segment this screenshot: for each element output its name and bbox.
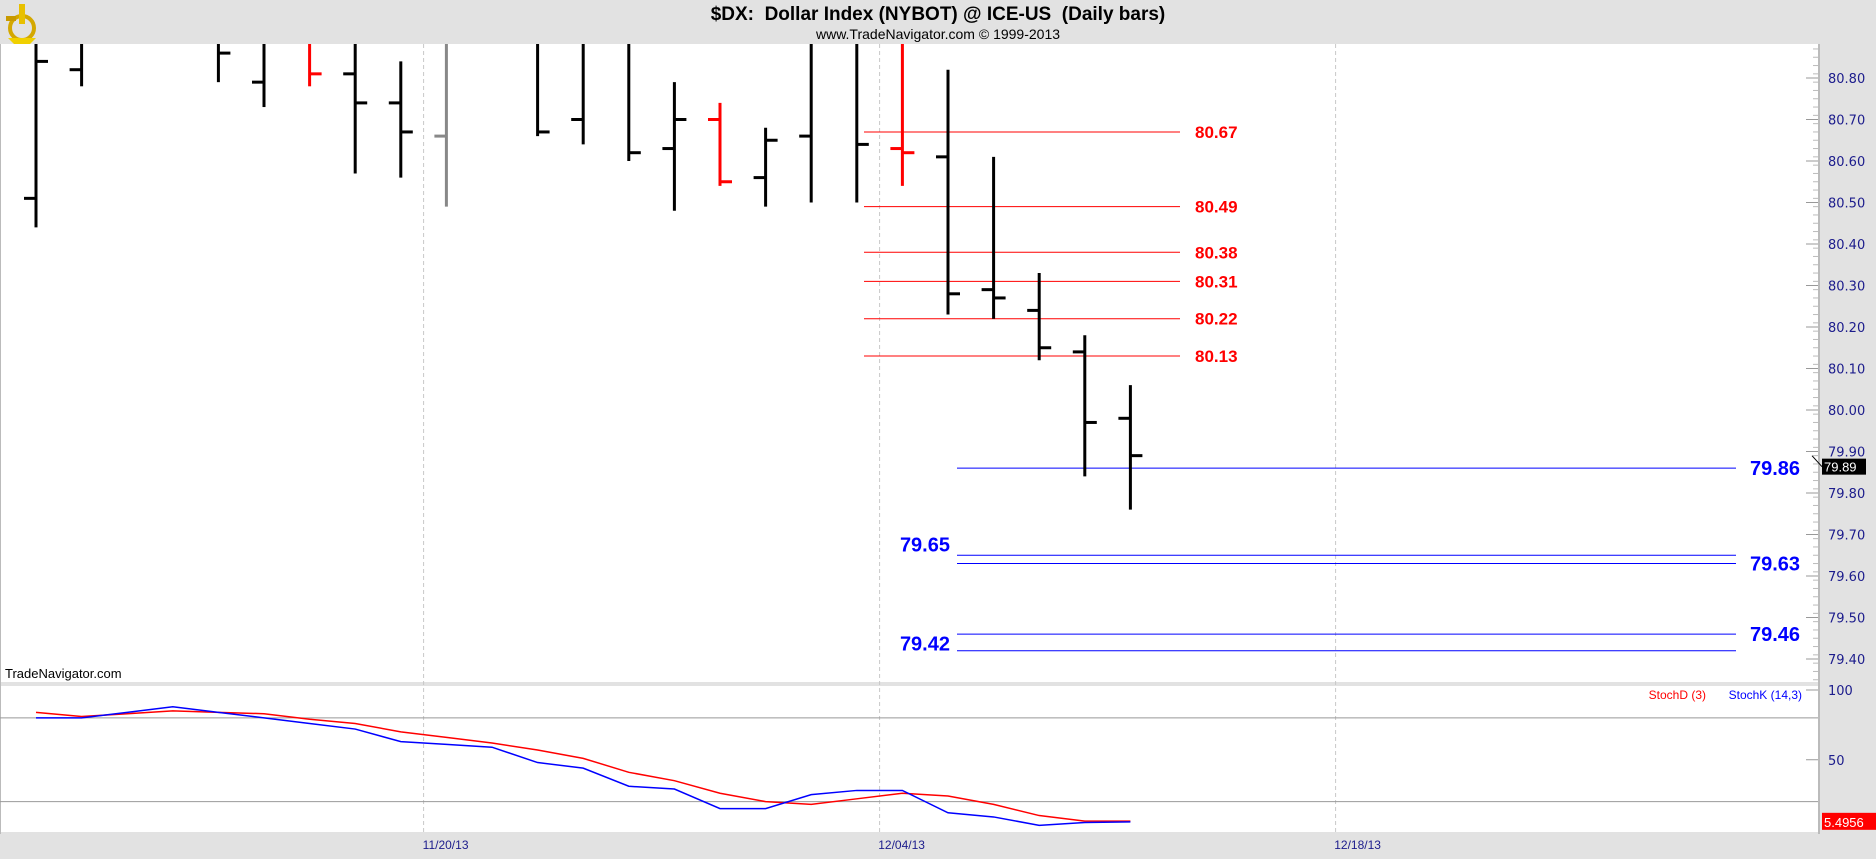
price-tick-label: 80.40 — [1828, 238, 1865, 253]
blue-level-label: 79.46 — [1750, 624, 1800, 646]
stochastic-panel: 100 50 5.4956 — [0, 684, 1876, 830]
chart-subtitle: www.TradeNavigator.com © 1999-2013 — [815, 26, 1060, 42]
red-level-label: 80.31 — [1195, 272, 1238, 291]
red-level-label: 80.38 — [1195, 243, 1238, 262]
stoch-last-value-box — [1822, 812, 1876, 830]
blue-level-label: 79.86 — [1750, 458, 1800, 480]
red-level-label: 80.67 — [1195, 123, 1238, 142]
price-plot-area — [0, 44, 1818, 682]
blue-level-label: 79.63 — [1750, 554, 1800, 576]
price-tick-label: 79.50 — [1828, 612, 1865, 627]
legend-stochk: StochK (14,3) — [1729, 688, 1802, 702]
date-gridlines — [423, 44, 1337, 832]
price-tick-label: 80.10 — [1828, 363, 1865, 378]
price-tick-label: 79.90 — [1828, 446, 1865, 461]
date-tick-label: 12/18/13 — [1334, 838, 1381, 852]
legend-stochd: StochD (3) — [1649, 688, 1706, 702]
red-level-label: 80.13 — [1195, 347, 1238, 366]
stochastic-plot-area — [0, 686, 1818, 832]
red-level-label: 80.49 — [1195, 198, 1238, 217]
red-level-label: 80.22 — [1195, 310, 1238, 329]
price-tick-label: 80.80 — [1828, 72, 1865, 87]
last-price-label: 79.89 — [1824, 460, 1857, 475]
stoch-last-value-label: 5.4956 — [1824, 815, 1864, 830]
price-tick-label: 79.60 — [1828, 570, 1865, 585]
last-price-pointer — [1811, 455, 1823, 467]
price-levels: 80.67 80.49 80.38 80.31 80.22 80.13 79.86 79.65… — [864, 123, 1800, 656]
chart-title: $DX: Dollar Index (NYBOT) @ ICE-US (Dail… — [711, 4, 1166, 25]
price-tick-label: 80.00 — [1828, 404, 1865, 419]
stoch-tick-label: 100 — [1828, 684, 1853, 699]
price-tick-label: 80.70 — [1828, 114, 1865, 129]
price-tick-label: 79.40 — [1828, 653, 1865, 668]
title-bar — [0, 0, 1876, 44]
date-tick-label: 12/04/13 — [878, 838, 925, 852]
last-price-box — [1822, 458, 1866, 475]
price-tick-label: 80.50 — [1828, 197, 1865, 212]
date-tick-label: 11/20/13 — [423, 838, 469, 852]
watermark: TradeNavigator.com — [5, 666, 122, 681]
price-tick-label: 80.20 — [1828, 321, 1865, 336]
stoch-line-k — [36, 705, 1131, 827]
price-tick-label: 79.70 — [1828, 529, 1865, 544]
blue-level-label: 79.65 — [900, 534, 950, 556]
date-axis: 11/20/13 12/04/13 12/18/13 — [423, 838, 1382, 852]
price-axis: 80.80 80.70 80.60 80.50 80.40 80.30 80.20 80.10… — [1806, 48, 1866, 681]
stoch-tick-label: 50 — [1828, 754, 1845, 769]
ohlc-bars — [24, 44, 1143, 510]
blue-level-label: 79.42 — [900, 634, 950, 656]
price-tick-label: 80.60 — [1828, 155, 1865, 170]
price-tick-label: 79.80 — [1828, 487, 1865, 502]
logo-sextant-icon — [6, 4, 36, 44]
price-tick-label: 80.30 — [1828, 280, 1865, 295]
